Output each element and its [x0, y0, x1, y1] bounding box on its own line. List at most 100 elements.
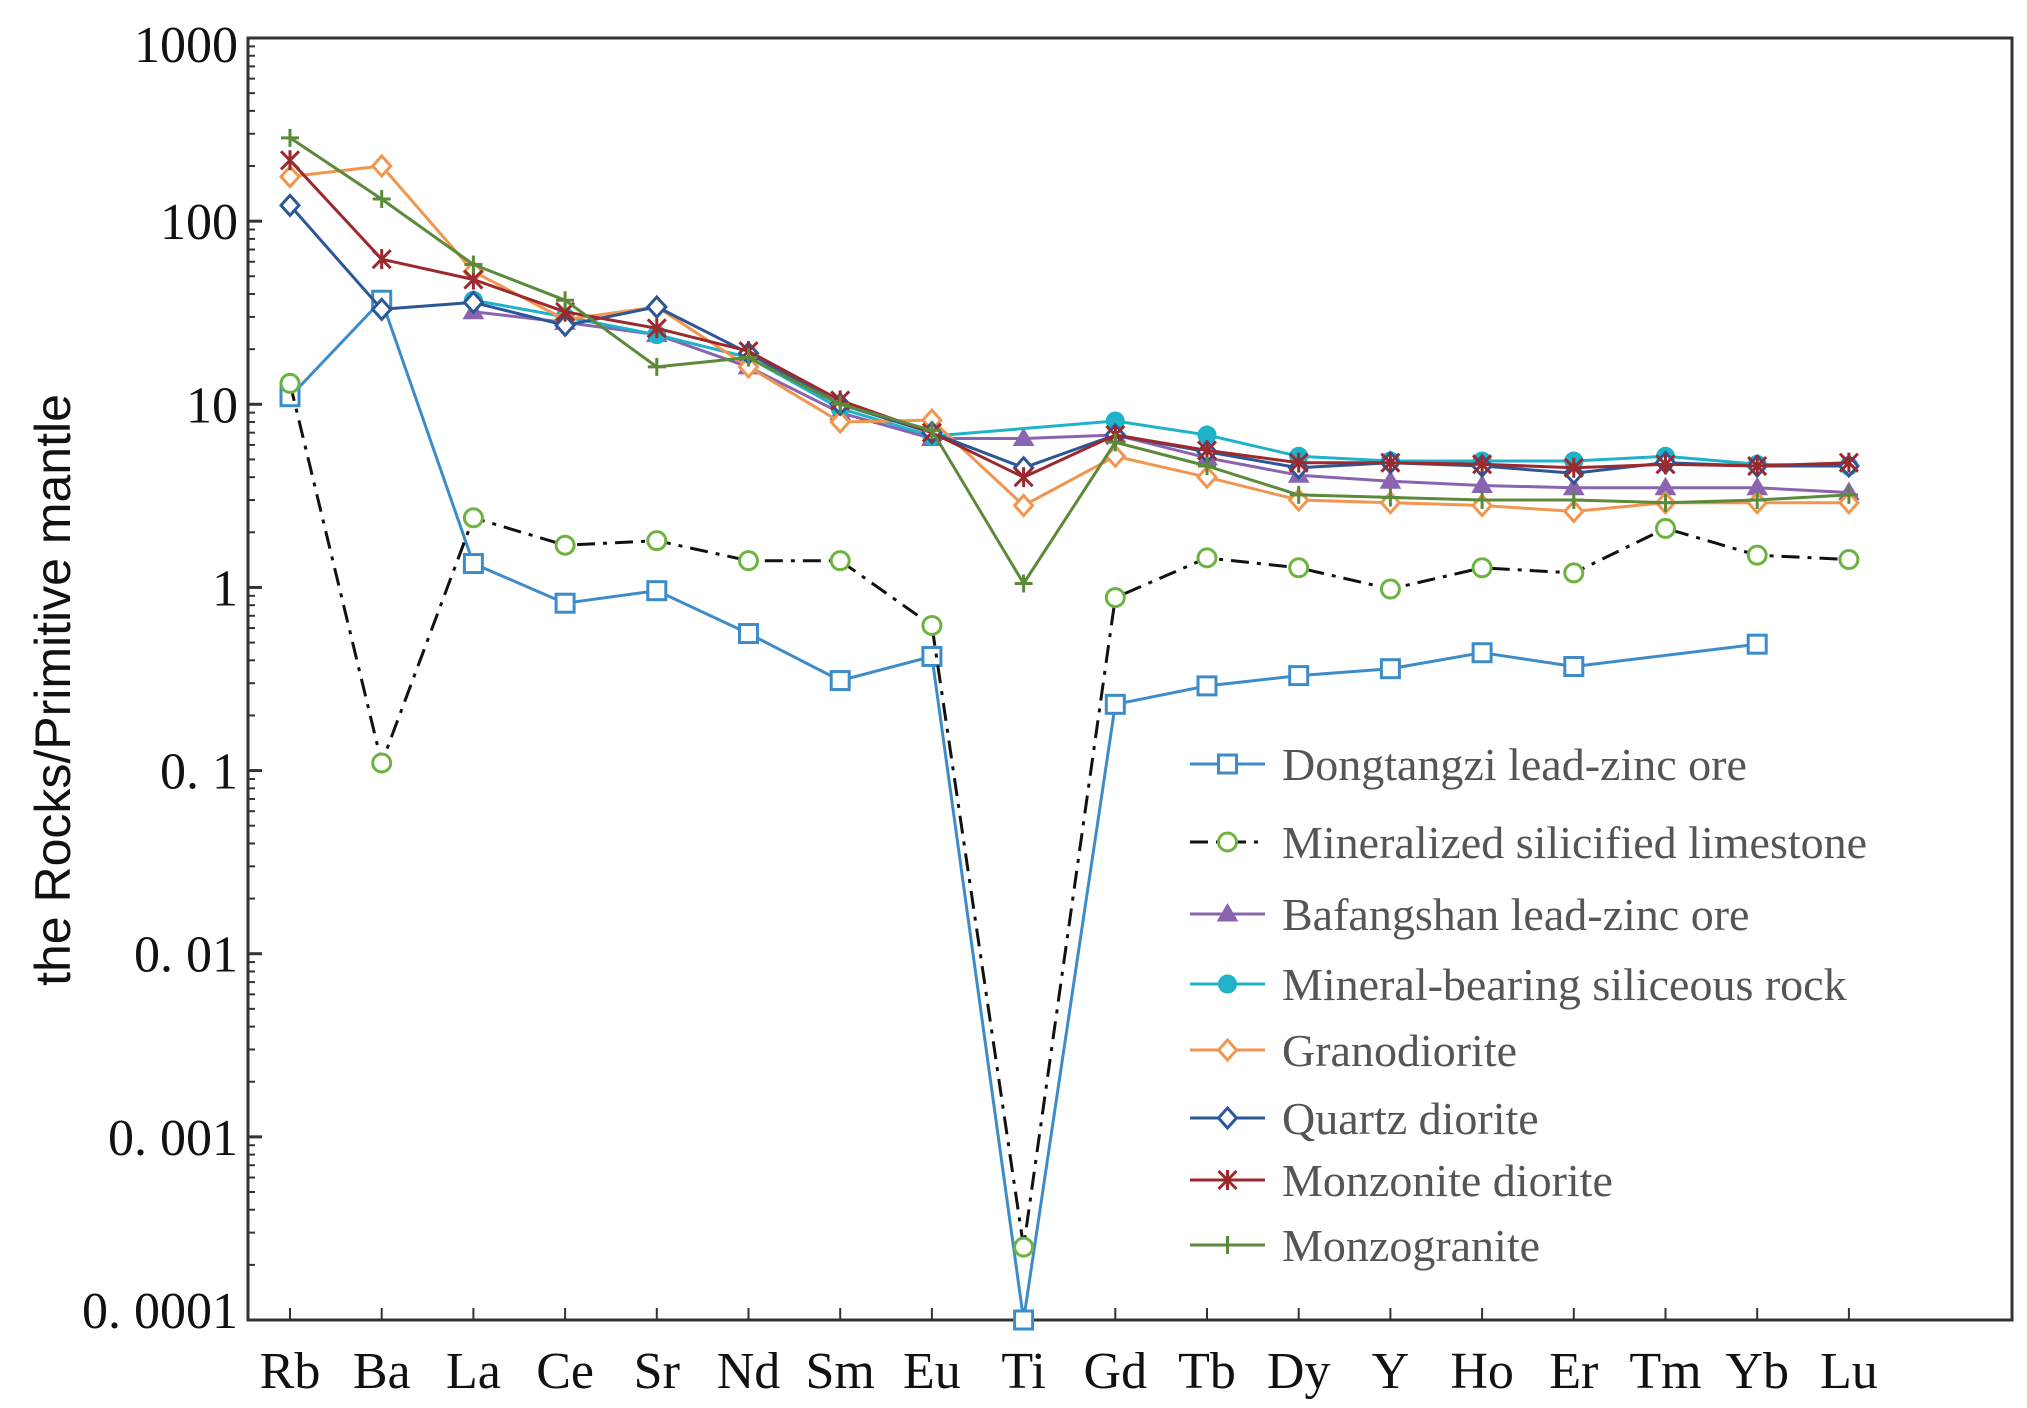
- data-point: [1380, 452, 1401, 473]
- legend-label: Mineral-bearing siliceous rock: [1282, 959, 1847, 1010]
- x-tick-label: Sr: [634, 1343, 680, 1400]
- legend-marker: [1218, 974, 1237, 994]
- data-point: [921, 645, 943, 667]
- data-point: [370, 153, 393, 179]
- data-point: [1104, 693, 1126, 715]
- data-point: [281, 128, 299, 147]
- data-point: [1563, 457, 1584, 478]
- series-line: [289, 164, 1849, 513]
- data-point: [1013, 1236, 1035, 1258]
- legend-label: Quartz diorite: [1282, 1093, 1539, 1144]
- x-tick-label: Dy: [1267, 1343, 1331, 1400]
- data-point: [1471, 557, 1493, 579]
- data-point: [372, 190, 391, 209]
- data-point: [462, 290, 485, 315]
- series-line: [289, 136, 1849, 585]
- y-tick-label: 1000: [134, 17, 238, 74]
- data-point: [1379, 470, 1402, 489]
- x-tick-label: Ti: [1001, 1343, 1045, 1400]
- series-group: [279, 372, 1860, 1258]
- legend-marker: [1217, 831, 1238, 853]
- series-line: [288, 298, 1758, 1322]
- data-point: [464, 255, 483, 274]
- series-line: [288, 383, 1849, 1249]
- data-point: [1196, 547, 1218, 569]
- legend-label: Dongtangzi lead-zinc ore: [1282, 739, 1747, 790]
- data-point: [1563, 562, 1585, 584]
- data-point: [646, 318, 667, 339]
- data-point: [279, 150, 301, 171]
- data-point: [1013, 467, 1034, 488]
- legend-label: Bafangshan lead-zinc ore: [1282, 889, 1749, 940]
- x-tick-label: Yb: [1725, 1343, 1789, 1400]
- y-tick-label: 0. 1: [160, 744, 238, 801]
- x-tick-label: La: [446, 1343, 501, 1400]
- x-tick-label: Ba: [353, 1343, 411, 1400]
- x-tick-label: Ce: [536, 1343, 594, 1400]
- data-point: [1288, 557, 1310, 579]
- data-point: [921, 614, 943, 636]
- x-tick-label: Tm: [1629, 1343, 1701, 1400]
- legend-marker: [1216, 1105, 1239, 1131]
- data-point: [1288, 452, 1309, 473]
- data-point: [278, 193, 302, 218]
- legend-label: Monzogranite: [1282, 1220, 1540, 1271]
- data-point: [922, 421, 941, 440]
- series-group: [278, 193, 1860, 486]
- data-point: [829, 550, 851, 572]
- y-tick-label: 0. 001: [108, 1110, 238, 1167]
- data-point: [1748, 491, 1767, 510]
- x-tick-label: Sm: [806, 1343, 875, 1400]
- data-point: [554, 313, 577, 338]
- data-point: [1195, 464, 1219, 490]
- data-point: [1012, 493, 1035, 518]
- data-point: [371, 752, 393, 774]
- data-point: [1288, 665, 1310, 687]
- data-point: [1289, 485, 1308, 504]
- data-point: [370, 297, 393, 322]
- x-tick-label: Lu: [1820, 1343, 1878, 1400]
- data-point: [1563, 656, 1585, 678]
- x-tick-label: Eu: [903, 1343, 961, 1400]
- data-point: [829, 670, 851, 692]
- data-point: [278, 164, 302, 189]
- data-point: [738, 623, 759, 645]
- data-point: [1198, 457, 1216, 476]
- data-point: [556, 291, 575, 310]
- y-tick-label: 10: [186, 377, 238, 434]
- plot-frame: [246, 36, 2014, 1322]
- data-point: [1196, 675, 1218, 697]
- data-point: [1656, 493, 1675, 512]
- legend-marker: [1217, 1169, 1238, 1191]
- legend-label: Mineralized silicified limestone: [1282, 817, 1867, 868]
- data-point: [1012, 427, 1035, 447]
- data-point: [1564, 491, 1583, 510]
- x-tick-label: Ho: [1450, 1343, 1514, 1400]
- data-point: [554, 534, 576, 556]
- legend-label: Granodiorite: [1282, 1025, 1517, 1076]
- x-tick-label: Rb: [260, 1343, 321, 1400]
- data-point: [1472, 454, 1493, 475]
- data-point: [1104, 587, 1126, 609]
- legend-label: Monzonite diorite: [1282, 1155, 1613, 1206]
- series-line: [473, 310, 1849, 494]
- data-point: [462, 507, 484, 529]
- data-point: [1013, 1309, 1035, 1331]
- x-tick-label: Y: [1372, 1343, 1410, 1400]
- legend-marker: [1217, 753, 1238, 775]
- data-point: [1747, 455, 1768, 477]
- data-point: [462, 553, 484, 575]
- data-point: [279, 372, 301, 394]
- data-point: [1014, 574, 1033, 593]
- series-line: [288, 159, 1849, 479]
- data-point: [1838, 549, 1860, 571]
- data-point: [1379, 578, 1401, 600]
- data-point: [1473, 491, 1492, 510]
- y-tick-label: 0. 0001: [82, 1283, 238, 1340]
- data-point: [739, 348, 758, 367]
- y-tick-label: 1: [212, 560, 238, 617]
- data-point: [371, 249, 392, 270]
- y-tick-label: 0. 01: [134, 927, 238, 984]
